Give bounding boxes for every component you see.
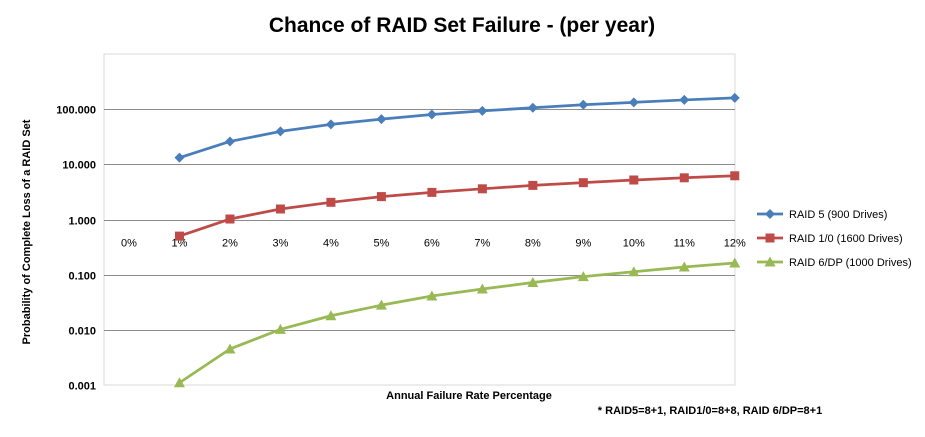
x-tick-label: 4% xyxy=(323,238,339,250)
data-point-series-3 xyxy=(476,283,488,294)
plot-frame xyxy=(103,53,736,386)
data-point-series-2 xyxy=(629,175,639,185)
legend-label: RAID 6/DP (1000 Drives) xyxy=(789,257,912,269)
chart-title: Chance of RAID Set Failure - (per year) xyxy=(269,14,655,37)
legend-marker xyxy=(765,209,775,219)
data-point-series-1 xyxy=(679,94,690,105)
data-point-series-2 xyxy=(528,180,538,190)
series-line-3 xyxy=(178,261,735,384)
x-tick-label: 12% xyxy=(724,238,746,250)
y-tick-label: 10.000 xyxy=(62,160,96,172)
data-point-series-3 xyxy=(577,271,589,282)
data-point-series-2 xyxy=(326,197,336,207)
series-line-2 xyxy=(179,174,735,238)
data-point-series-3 xyxy=(628,266,640,277)
data-point-series-2 xyxy=(376,192,386,202)
data-point-series-3 xyxy=(224,343,236,354)
data-point-series-1 xyxy=(376,114,387,125)
y-tick-label: 0.001 xyxy=(68,381,96,393)
data-point-series-3 xyxy=(678,261,690,272)
x-tick-label: 7% xyxy=(474,238,490,250)
data-point-series-1 xyxy=(275,126,286,137)
data-point-series-3 xyxy=(325,310,337,321)
data-point-series-1 xyxy=(578,99,589,110)
data-point-series-1 xyxy=(325,119,336,130)
data-point-series-3 xyxy=(527,277,539,288)
x-axis-label: Annual Failure Rate Percentage xyxy=(386,390,552,402)
data-point-series-1 xyxy=(426,109,437,120)
data-point-series-2 xyxy=(477,184,487,194)
data-point-series-2 xyxy=(275,204,285,214)
x-tick-label: 8% xyxy=(525,238,541,250)
y-tick-label: 0.100 xyxy=(68,271,96,283)
x-tick-label: 9% xyxy=(575,238,591,250)
y-axis-label: Probability of Complete Loss of a RAID S… xyxy=(21,119,33,344)
data-point-series-2 xyxy=(578,178,588,188)
data-point-series-1 xyxy=(174,152,185,163)
x-tick-label: 10% xyxy=(623,238,645,250)
x-tick-label: 0% xyxy=(121,238,137,250)
legend: RAID 5 (900 Drives) RAID 1/0 (1600 Drives… xyxy=(757,209,912,269)
footnote: * RAID5=8+1, RAID1/0=8+8, RAID 6/DP=8+1 xyxy=(598,405,822,417)
legend-label: RAID 1/0 (1600 Drives) xyxy=(789,233,903,245)
data-point-series-3 xyxy=(375,299,387,310)
data-point-series-1 xyxy=(224,136,235,147)
data-point-series-2 xyxy=(427,187,437,197)
data-point-series-1 xyxy=(628,97,639,108)
y-tick-label: 100.000 xyxy=(56,105,96,117)
legend-marker xyxy=(764,256,776,267)
data-point-series-3 xyxy=(274,323,286,334)
x-tick-label: 5% xyxy=(373,238,389,250)
y-tick-label: 0.010 xyxy=(68,326,96,338)
data-point-series-3 xyxy=(173,377,185,388)
y-tick-label: 1.000 xyxy=(68,216,96,228)
series-line-1 xyxy=(179,96,735,159)
data-point-series-1 xyxy=(729,92,740,103)
legend-marker xyxy=(765,233,775,243)
x-tick-label: 2% xyxy=(222,238,238,250)
data-point-series-2 xyxy=(679,173,689,183)
data-point-series-3 xyxy=(426,290,438,301)
x-tick-label: 3% xyxy=(272,238,288,250)
data-point-series-1 xyxy=(477,105,488,116)
data-point-series-3 xyxy=(729,257,741,268)
data-point-series-2 xyxy=(225,214,235,224)
data-point-series-1 xyxy=(527,102,538,113)
legend-label: RAID 5 (900 Drives) xyxy=(789,209,887,221)
x-tick-label: 6% xyxy=(424,238,440,250)
data-point-series-2 xyxy=(174,231,184,241)
x-tick-label: 11% xyxy=(674,238,695,250)
data-point-series-2 xyxy=(730,171,740,181)
